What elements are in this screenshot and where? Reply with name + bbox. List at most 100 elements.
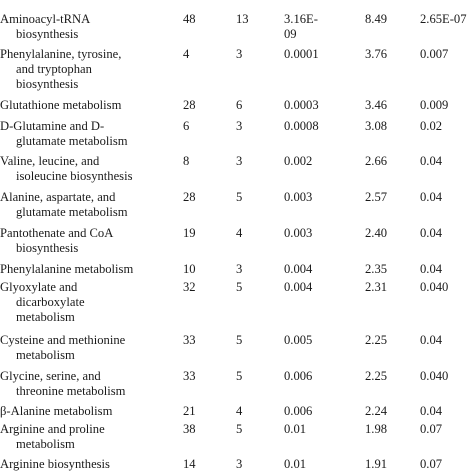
pathway-name: Pantothenate and CoA biosynthesis	[0, 226, 180, 256]
total-cmpd: 14	[183, 457, 196, 471]
raw-p: 0.0008	[284, 119, 319, 134]
raw-p: 0.005	[284, 333, 312, 348]
pathway-name: Glyoxylate and dicarboxylate metabolism	[0, 280, 180, 326]
raw-p-line: 09	[284, 27, 297, 42]
fdr: 0.04	[420, 404, 443, 418]
pathway-name-line: Arginine biosynthesis	[0, 457, 110, 471]
pathway-name-line: Glyoxylate and	[0, 280, 78, 294]
pathway-name-line: glutamate metabolism	[16, 205, 128, 220]
raw-p-line: 3.16E-	[284, 12, 318, 26]
raw-p-line: 0.004	[284, 262, 313, 276]
raw-p-line: 0.006	[284, 404, 313, 418]
hits: 5	[236, 190, 243, 204]
raw-p: 0.003	[284, 226, 312, 241]
fdr: 0.04	[420, 190, 443, 204]
neg-log-p: 1.91	[365, 457, 388, 471]
neg-log-p: 3.76	[365, 47, 388, 61]
hits: 5	[236, 422, 243, 436]
total-cmpd: 33	[183, 333, 196, 347]
pathway-name: Valine, leucine, and isoleucine biosynth…	[0, 154, 180, 184]
hits: 4	[236, 404, 243, 418]
raw-p: 0.004	[284, 262, 312, 277]
hits: 6	[236, 98, 243, 112]
hits: 5	[236, 280, 243, 294]
pathway-name: Phenylalanine, tyrosine, and tryptophan …	[0, 47, 180, 93]
pathway-name-line: Alanine, aspartate, and	[0, 190, 116, 204]
pathway-name: Arginine and proline metabolism	[0, 422, 180, 452]
raw-p-line: 0.004	[284, 280, 313, 294]
hits: 3	[236, 262, 243, 276]
hits: 3	[236, 457, 243, 471]
pathway-name-line: biosynthesis	[16, 241, 79, 256]
raw-p: 0.004	[284, 280, 312, 295]
total-cmpd: 38	[183, 422, 196, 436]
fdr: 0.04	[420, 154, 443, 168]
hits: 3	[236, 119, 243, 133]
raw-p-line: 0.0003	[284, 98, 319, 112]
neg-log-p: 1.98	[365, 422, 388, 436]
pathway-name-line: D-Glutamine and D-	[0, 119, 105, 133]
pathway-name-line: metabolism	[16, 348, 75, 363]
total-cmpd: 32	[183, 280, 196, 294]
pathway-name-line: Phenylalanine metabolism	[0, 262, 134, 276]
pathway-name-line: glutamate metabolism	[16, 134, 128, 149]
raw-p: 0.0001	[284, 47, 319, 62]
raw-p: 3.16E- 09	[284, 12, 318, 42]
raw-p: 0.006	[284, 369, 312, 384]
pathway-name-line: Valine, leucine, and	[0, 154, 100, 168]
pathway-name-line: biosynthesis	[16, 77, 79, 92]
neg-log-p: 3.46	[365, 98, 388, 112]
total-cmpd: 48	[183, 12, 196, 26]
raw-p: 0.002	[284, 154, 312, 169]
raw-p-line: 0.003	[284, 226, 313, 240]
pathway-name-line: Cysteine and methionine	[0, 333, 126, 347]
neg-log-p: 2.25	[365, 369, 388, 383]
pathway-name-line: and tryptophan	[16, 62, 92, 77]
hits: 3	[236, 154, 243, 168]
raw-p: 0.01	[284, 457, 306, 472]
neg-log-p: 2.31	[365, 280, 388, 294]
pathway-name-line: dicarboxylate	[16, 295, 85, 310]
neg-log-p: 8.49	[365, 12, 388, 26]
pathway-name: Phenylalanine metabolism	[0, 262, 180, 277]
pathway-name-line: β-Alanine metabolism	[0, 404, 113, 418]
pathway-name-line: metabolism	[16, 310, 75, 325]
neg-log-p: 2.57	[365, 190, 388, 204]
neg-log-p: 2.25	[365, 333, 388, 347]
pathway-name: Glycine, serine, and threonine metabolis…	[0, 369, 180, 399]
neg-log-p: 2.35	[365, 262, 388, 276]
fdr: 0.040	[420, 280, 449, 294]
fdr: 0.02	[420, 119, 443, 133]
pathway-name: Glutathione metabolism	[0, 98, 180, 113]
raw-p-line: 0.0001	[284, 47, 319, 61]
pathway-name-line: biosynthesis	[16, 27, 79, 42]
raw-p-line: 0.006	[284, 369, 313, 383]
fdr: 0.007	[420, 47, 449, 61]
fdr: 0.04	[420, 333, 443, 347]
fdr: 2.65E-07	[420, 12, 467, 26]
raw-p: 0.01	[284, 422, 306, 437]
total-cmpd: 28	[183, 190, 196, 204]
pathway-name-line: Aminoacyl-tRNA	[0, 12, 91, 26]
fdr: 0.04	[420, 226, 443, 240]
hits: 13	[236, 12, 249, 26]
pathway-name-line: isoleucine biosynthesis	[16, 169, 133, 184]
raw-p: 0.0003	[284, 98, 319, 113]
hits: 4	[236, 226, 243, 240]
total-cmpd: 10	[183, 262, 196, 276]
pathway-name: Arginine biosynthesis	[0, 457, 180, 472]
total-cmpd: 8	[183, 154, 190, 168]
pathway-name-line: Arginine and proline	[0, 422, 105, 436]
pathway-name-line: Phenylalanine, tyrosine,	[0, 47, 122, 61]
pathway-name-line: metabolism	[16, 437, 75, 452]
total-cmpd: 33	[183, 369, 196, 383]
hits: 5	[236, 369, 243, 383]
pathway-name-line: Glycine, serine, and	[0, 369, 101, 383]
neg-log-p: 3.08	[365, 119, 388, 133]
total-cmpd: 6	[183, 119, 190, 133]
total-cmpd: 28	[183, 98, 196, 112]
total-cmpd: 21	[183, 404, 196, 418]
raw-p-line: 0.0008	[284, 119, 319, 133]
total-cmpd: 4	[183, 47, 190, 61]
